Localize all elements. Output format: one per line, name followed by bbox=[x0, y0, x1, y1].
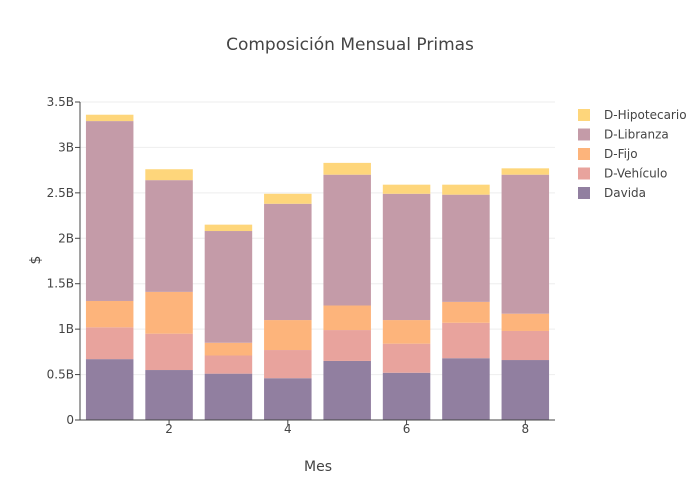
legend-label-dhipotecario: D-Hipotecario bbox=[604, 108, 687, 122]
legend: D-Hipotecario D-Libranza D-Fijo D-Vehículo D… bbox=[578, 108, 687, 200]
legend-label-davida: Davida bbox=[604, 186, 646, 200]
bar-segment-davida-7 bbox=[442, 358, 490, 420]
bar-segment-dhipotecario-3 bbox=[204, 224, 253, 232]
bar-segment-dlibranza-8 bbox=[501, 174, 550, 314]
bar-segment-davida-5 bbox=[323, 360, 371, 420]
legend-label-dvehculo: D-Vehículo bbox=[604, 167, 667, 181]
bar-segment-dvehculo-5 bbox=[323, 330, 371, 361]
legend-swatch-dfijo bbox=[578, 148, 590, 160]
bar-segment-dfijo-8 bbox=[501, 313, 550, 331]
bar-segment-dfijo-7 bbox=[442, 301, 490, 323]
x-axis-ticks: 2 4 6 8 bbox=[165, 420, 529, 436]
bar-segment-dvehculo-7 bbox=[442, 322, 490, 359]
y-tick-label-3: 1.5B bbox=[47, 277, 74, 291]
bar-segment-dfijo-4 bbox=[264, 320, 312, 351]
bar-segment-davida-8 bbox=[501, 360, 550, 420]
bar-segment-dhipotecario-4 bbox=[264, 193, 312, 204]
bar-segment-davida-1 bbox=[85, 359, 134, 420]
bar-segment-dfijo-1 bbox=[85, 300, 134, 328]
y-axis-label: $ bbox=[28, 256, 44, 265]
bar-segment-dlibranza-1 bbox=[85, 121, 134, 301]
bar-segment-dvehculo-8 bbox=[501, 330, 550, 361]
bar-segment-davida-6 bbox=[382, 372, 431, 420]
y-tick-label-6: 3B bbox=[58, 140, 74, 154]
bar-segment-dhipotecario-2 bbox=[145, 169, 193, 181]
legend-swatch-dvehculo bbox=[578, 167, 590, 180]
y-tick-label-0: 0 bbox=[66, 413, 74, 427]
bar-segment-dlibranza-5 bbox=[323, 174, 371, 306]
bar-segment-dvehculo-1 bbox=[85, 327, 134, 360]
legend-swatch-davida bbox=[578, 187, 590, 199]
bar-segment-dhipotecario-5 bbox=[323, 162, 371, 175]
legend-swatch-dhipotecario bbox=[578, 109, 590, 121]
bar-segment-davida-3 bbox=[204, 373, 253, 420]
bar-segment-dvehculo-6 bbox=[382, 343, 431, 373]
bars bbox=[85, 114, 550, 420]
y-tick-label-5: 2.5B bbox=[47, 186, 74, 200]
bar-segment-dlibranza-3 bbox=[204, 231, 253, 343]
bar-segment-dfijo-6 bbox=[382, 320, 431, 344]
axes bbox=[79, 102, 555, 421]
bar-segment-dhipotecario-8 bbox=[501, 168, 550, 175]
bar-segment-dfijo-5 bbox=[323, 305, 371, 331]
bar-segment-davida-2 bbox=[145, 370, 193, 420]
legend-label-dfijo: D-Fijo bbox=[604, 147, 638, 161]
x-tick-label-3: 8 bbox=[521, 422, 529, 436]
bar-segment-dhipotecario-1 bbox=[85, 114, 134, 122]
x-tick-label-2: 6 bbox=[403, 422, 411, 436]
bar-segment-dlibranza-7 bbox=[442, 194, 490, 302]
y-axis-ticks: 0 0.5B 1B 1.5B 2B 2.5B 3B 3.5B bbox=[47, 95, 80, 427]
bar-segment-dvehculo-3 bbox=[204, 355, 253, 374]
chart-title: Composición Mensual Primas bbox=[226, 35, 474, 55]
y-tick-label-7: 3.5B bbox=[47, 95, 74, 109]
bar-segment-dlibranza-6 bbox=[382, 193, 431, 321]
bar-segment-dfijo-3 bbox=[204, 342, 253, 356]
x-tick-label-1: 4 bbox=[284, 422, 292, 436]
bar-segment-dfijo-2 bbox=[145, 291, 193, 334]
x-axis-label: Mes bbox=[304, 459, 332, 475]
y-tick-label-2: 1B bbox=[58, 322, 74, 336]
legend-swatch-dlibranza bbox=[578, 128, 590, 141]
y-tick-label-1: 0.5B bbox=[47, 368, 74, 382]
bar-segment-dvehculo-2 bbox=[145, 333, 193, 371]
x-tick-label-0: 2 bbox=[165, 422, 173, 436]
bar-segment-dlibranza-2 bbox=[145, 180, 193, 292]
y-tick-label-4: 2B bbox=[58, 231, 74, 245]
bar-segment-dhipotecario-7 bbox=[442, 184, 490, 195]
bar-segment-dhipotecario-6 bbox=[382, 184, 431, 194]
bar-segment-dlibranza-4 bbox=[264, 203, 312, 321]
bar-segment-davida-4 bbox=[264, 378, 312, 420]
bar-segment-dvehculo-4 bbox=[264, 350, 312, 379]
legend-label-dlibranza: D-Libranza bbox=[604, 128, 669, 142]
